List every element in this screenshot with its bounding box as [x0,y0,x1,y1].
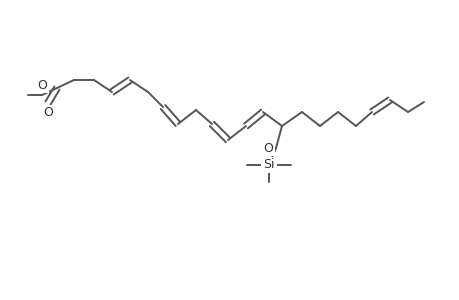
Text: O: O [43,106,53,119]
Text: O: O [263,142,272,154]
Text: Si: Si [263,158,274,172]
Text: O: O [37,79,47,92]
